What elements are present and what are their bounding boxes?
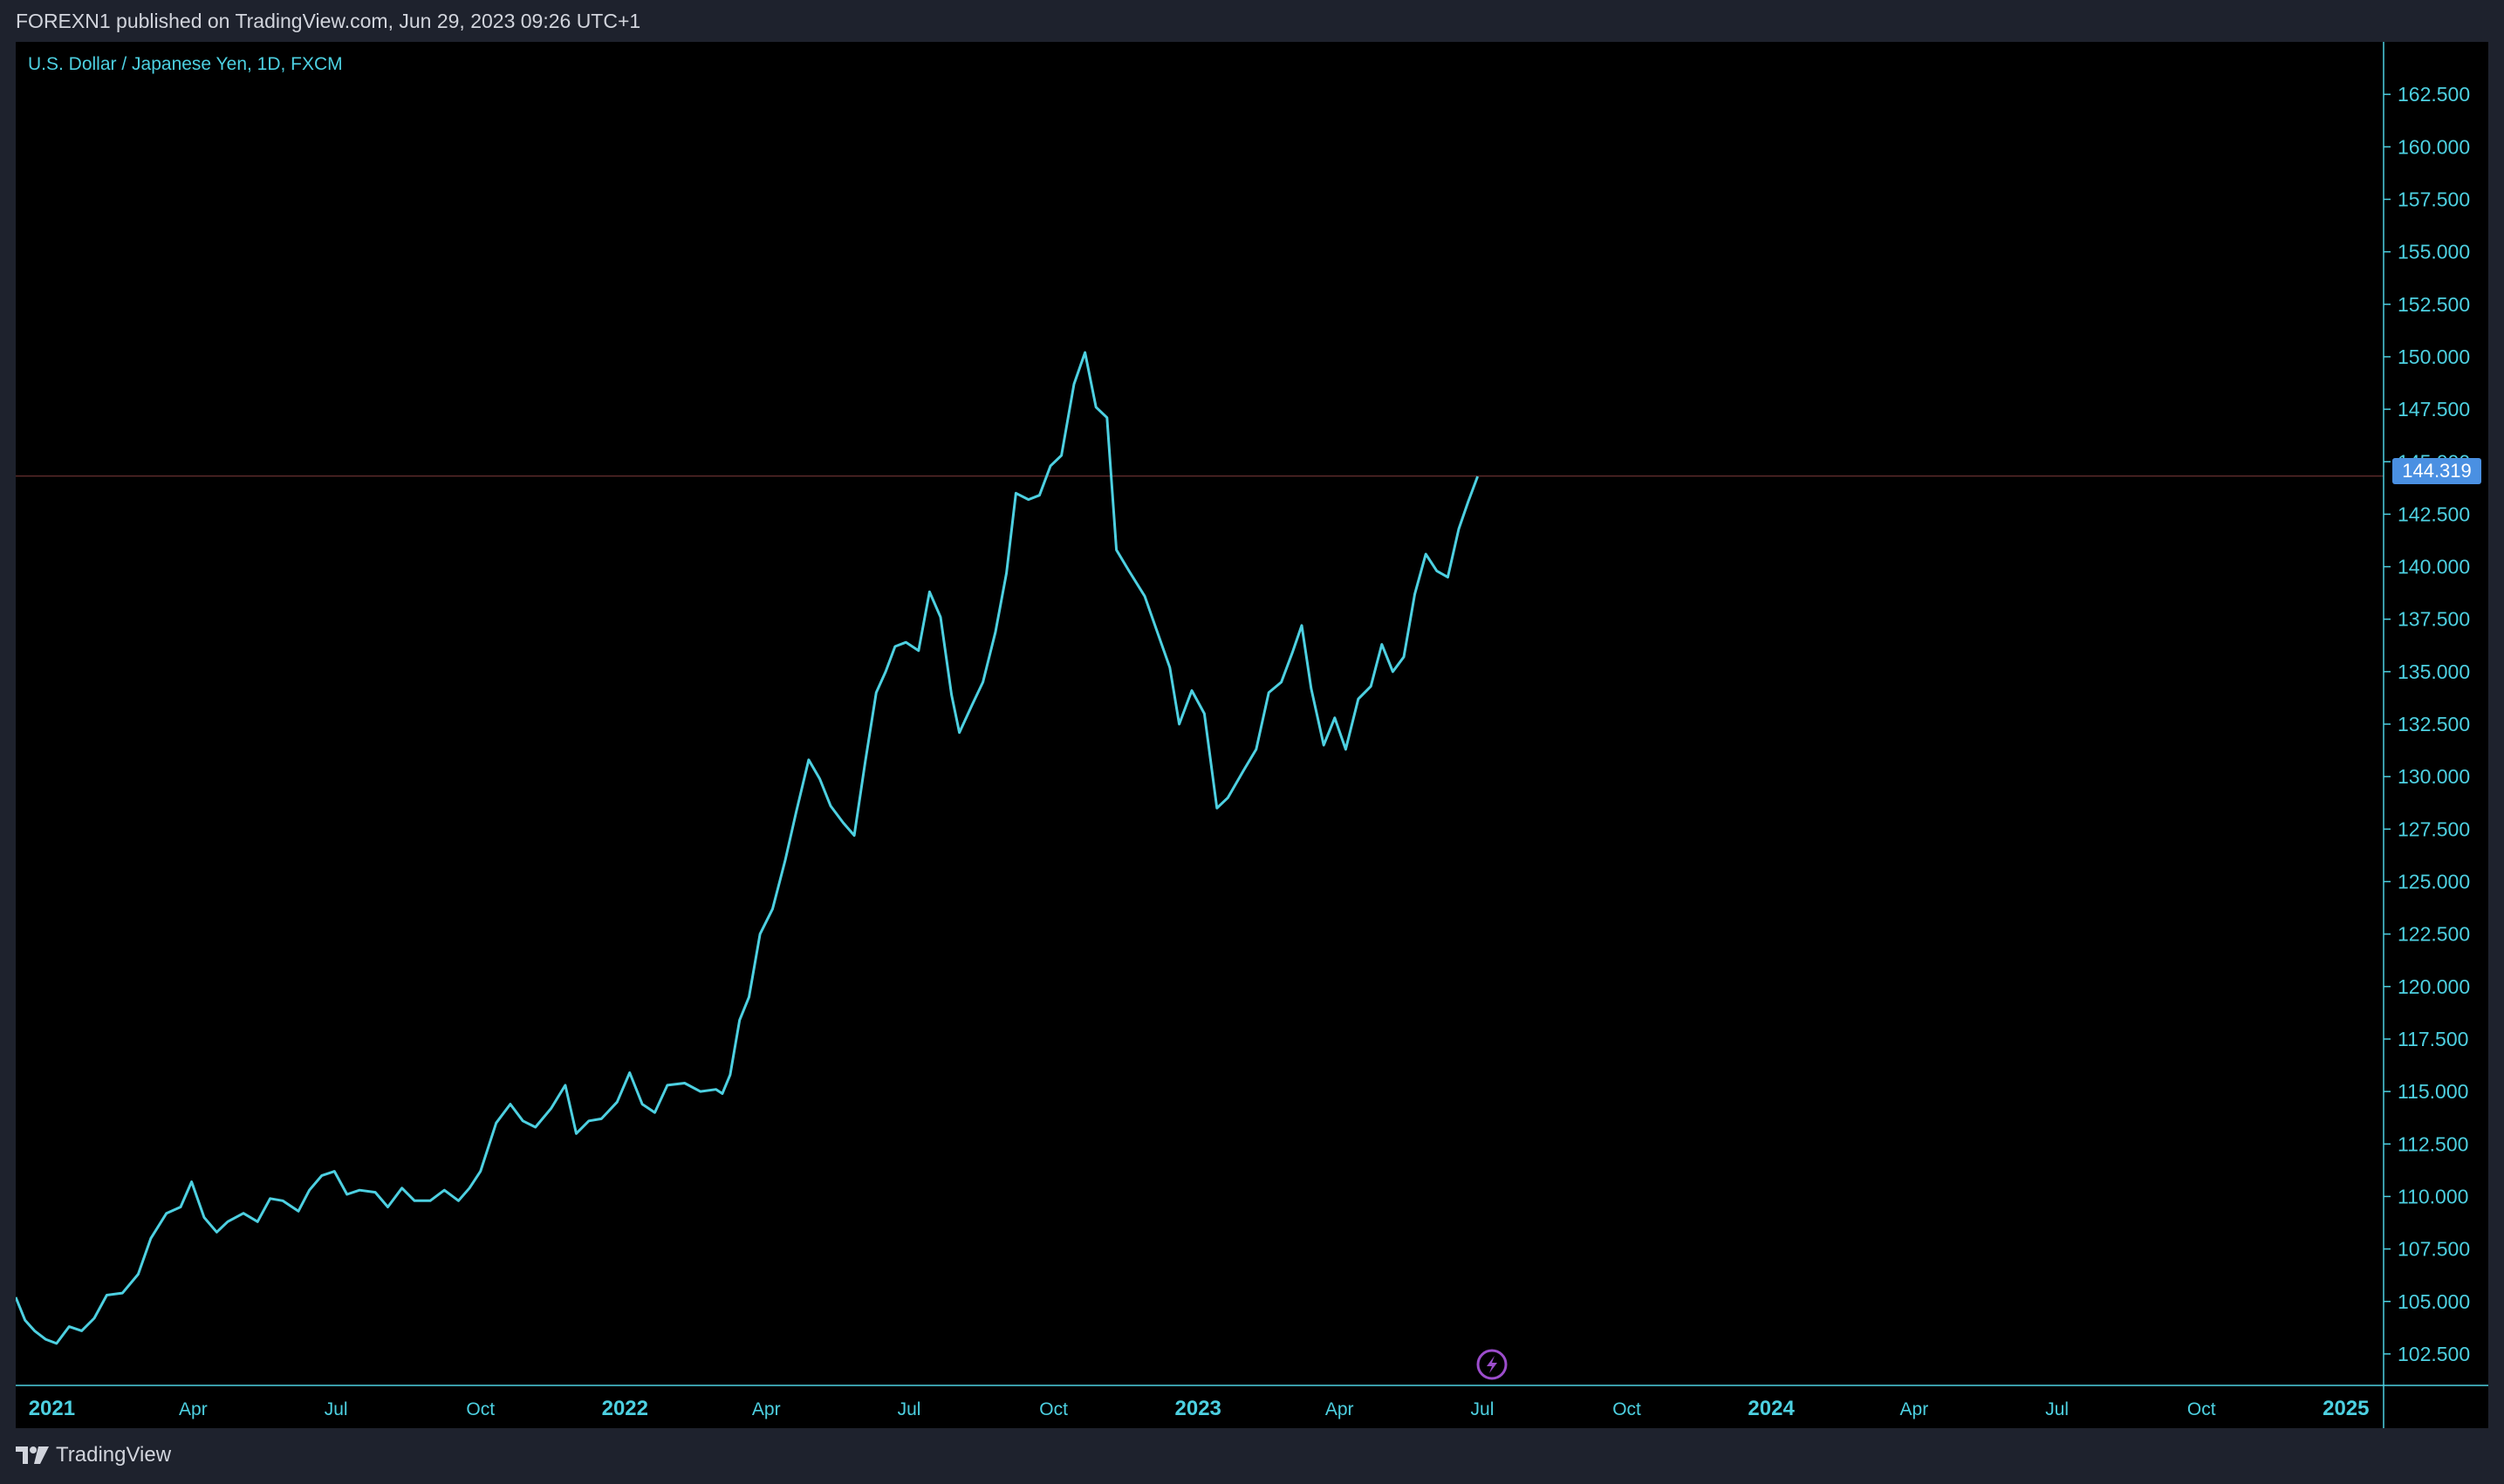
price-tick-label: 120.000 bbox=[2398, 975, 2470, 998]
price-tick-label: 147.500 bbox=[2398, 398, 2470, 421]
time-tick-label: 2023 bbox=[1175, 1397, 1221, 1420]
price-axis: 102.500 105.000 107.500 110.000 112.500 115.0… bbox=[2383, 42, 2470, 1428]
price-tick-label: 152.500 bbox=[2398, 293, 2470, 316]
time-tick-label: 2025 bbox=[2323, 1397, 2369, 1420]
current-price-label: 144.319 bbox=[2392, 458, 2481, 484]
tradingview-logo-icon bbox=[16, 1446, 49, 1464]
price-tick-label: 132.500 bbox=[2398, 713, 2470, 735]
time-tick-label: Jul bbox=[898, 1399, 921, 1419]
price-tick-label: 102.500 bbox=[2398, 1343, 2470, 1365]
time-tick-label: Jul bbox=[1471, 1399, 1495, 1419]
price-tick-label: 105.000 bbox=[2398, 1290, 2470, 1313]
price-tick-label: 162.500 bbox=[2398, 83, 2470, 106]
price-tick-label: 130.000 bbox=[2398, 765, 2470, 788]
price-tick-label: 137.500 bbox=[2398, 608, 2470, 631]
price-tick-label: 150.000 bbox=[2398, 345, 2470, 368]
price-tick-label: 155.000 bbox=[2398, 241, 2470, 263]
footer-bar bbox=[0, 1428, 2504, 1484]
alert-icon[interactable] bbox=[1476, 1349, 1508, 1380]
time-tick-label: Jul bbox=[325, 1399, 348, 1419]
time-tick-label: Jul bbox=[2045, 1399, 2069, 1419]
time-tick-label: Apr bbox=[1325, 1399, 1354, 1419]
time-tick-label: Apr bbox=[1900, 1399, 1929, 1419]
price-tick-label: 110.000 bbox=[2398, 1185, 2468, 1207]
brand[interactable]: TradingView bbox=[16, 1440, 171, 1471]
time-tick-label: Oct bbox=[1039, 1399, 1068, 1419]
price-tick-label: 117.500 bbox=[2398, 1028, 2468, 1050]
price-tick-label: 127.500 bbox=[2398, 817, 2470, 840]
brand-name: TradingView bbox=[56, 1443, 172, 1467]
chart-title: U.S. Dollar / Japanese Yen, 1D, FXCM bbox=[28, 54, 343, 74]
time-axis: 2021 Apr Jul Oct 2022 Apr Jul Oct 2023 Apr Jul Oct 2… bbox=[16, 1385, 2488, 1420]
price-tick-label: 115.000 bbox=[2398, 1080, 2468, 1103]
publish-info: FOREXN1 published on TradingView.com, Ju… bbox=[16, 10, 641, 32]
time-tick-label: 2024 bbox=[1748, 1397, 1795, 1420]
time-tick-label: Apr bbox=[179, 1399, 208, 1419]
price-tick-label: 125.000 bbox=[2398, 871, 2470, 893]
publish-header: FOREXN1 published on TradingView.com, Ju… bbox=[0, 0, 2504, 42]
price-tick-label: 160.000 bbox=[2398, 135, 2470, 158]
price-chart[interactable]: 102.500 105.000 107.500 110.000 112.500 115.0… bbox=[16, 42, 2488, 1428]
price-tick-label: 112.500 bbox=[2398, 1132, 2468, 1155]
chart-area[interactable]: 102.500 105.000 107.500 110.000 112.500 115.0… bbox=[16, 42, 2488, 1428]
time-tick-label: Apr bbox=[752, 1399, 781, 1419]
time-tick-label: 2021 bbox=[29, 1397, 75, 1420]
price-series-line bbox=[16, 351, 1480, 1345]
price-tick-label: 107.500 bbox=[2398, 1238, 2470, 1261]
time-tick-label: Oct bbox=[466, 1399, 495, 1419]
price-tick-label: 135.000 bbox=[2398, 660, 2470, 683]
time-tick-label: Oct bbox=[1612, 1399, 1641, 1419]
price-tick-label: 122.500 bbox=[2398, 923, 2470, 946]
price-tick-label: 140.000 bbox=[2398, 556, 2470, 578]
time-tick-label: Oct bbox=[2187, 1399, 2216, 1419]
price-tick-label: 157.500 bbox=[2398, 188, 2470, 210]
time-tick-label: 2022 bbox=[602, 1397, 648, 1420]
price-tick-label: 142.500 bbox=[2398, 503, 2470, 525]
